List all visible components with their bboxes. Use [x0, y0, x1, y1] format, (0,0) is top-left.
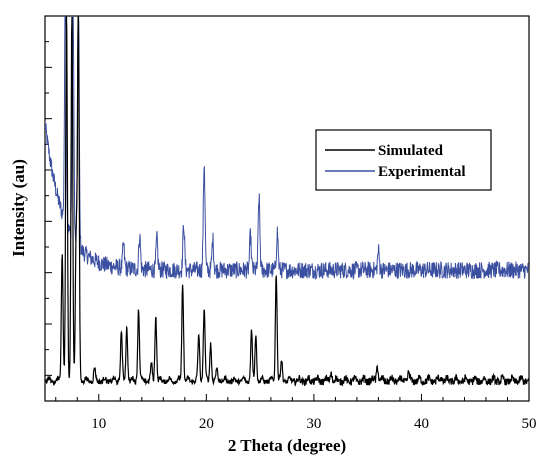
y-axis-ticks	[45, 41, 52, 376]
plot-frame	[44, 15, 530, 402]
series-layer	[45, 16, 529, 387]
legend-label-experimental: Experimental	[378, 164, 466, 180]
x-tick-label: 20	[199, 416, 214, 432]
series-line-simulated	[45, 16, 529, 387]
x-tick-label: 40	[414, 416, 429, 432]
legend-box	[315, 129, 492, 191]
x-axis-ticks: 10 20 30 40 50	[55, 394, 537, 432]
series-line-experimental	[45, 16, 529, 281]
x-tick-label: 30	[306, 416, 321, 432]
x-tick-label: 10	[91, 416, 106, 432]
legend: Simulated Experimental	[315, 129, 492, 191]
legend-label-simulated: Simulated	[378, 143, 444, 159]
x-tick-label: 50	[522, 416, 537, 432]
x-axis-title: 2 Theta (degree)	[228, 436, 346, 455]
y-axis-title: Intensity (au)	[9, 159, 28, 257]
